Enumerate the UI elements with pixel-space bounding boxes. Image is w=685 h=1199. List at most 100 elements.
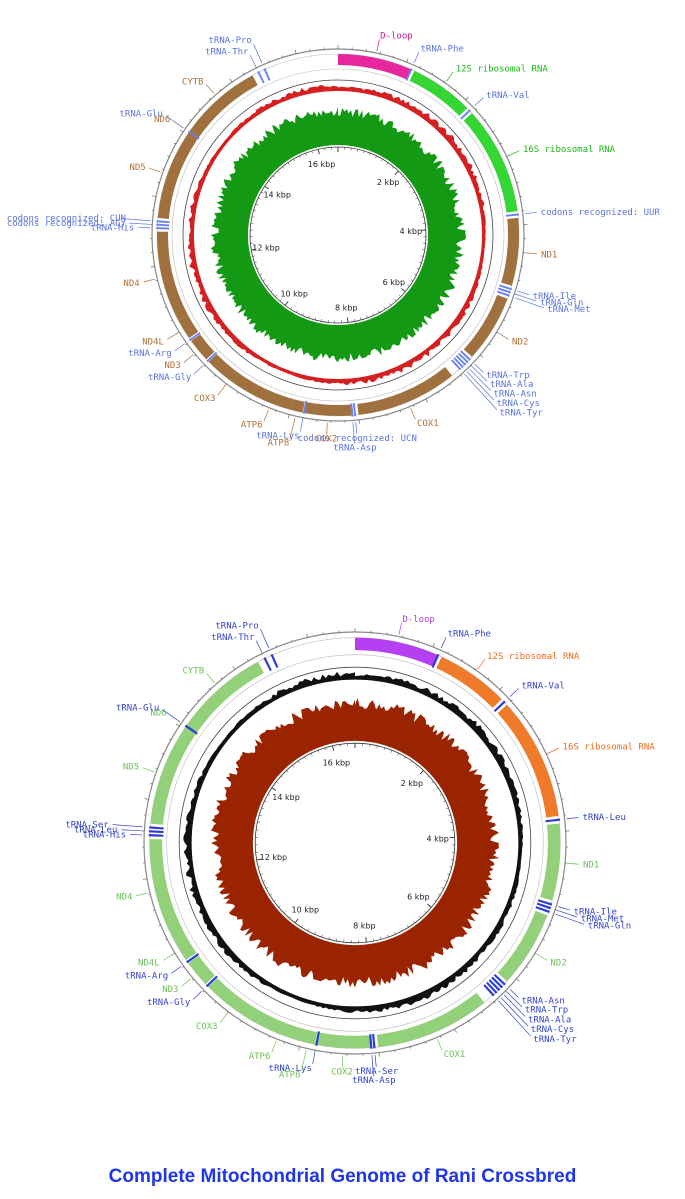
feature-label: tRNA-Gln (588, 922, 631, 932)
label-leader (509, 688, 519, 697)
label-leader (326, 422, 328, 435)
skew-ring (178, 666, 532, 1020)
feature-label: COX1 (444, 1050, 466, 1060)
outer-tick (287, 414, 290, 419)
scale-tick (258, 197, 261, 200)
feature-label: COX3 (196, 1022, 218, 1032)
scale-tick (297, 760, 300, 764)
scale-tick (375, 155, 377, 159)
feature-label: tRNA-Lys (256, 431, 299, 441)
scale-circle (254, 742, 456, 944)
gene-nd5 (157, 134, 197, 219)
outer-tick (208, 687, 211, 690)
scale-tick (259, 273, 263, 276)
gc-content-track (210, 698, 500, 988)
label-leader (271, 1040, 277, 1053)
feature-label: tRNA-Pro (215, 621, 258, 631)
outer-tick (255, 65, 257, 68)
label-leader (121, 829, 143, 832)
outer-tick (203, 365, 206, 367)
gene-nd4 (157, 231, 189, 321)
label-leader (503, 994, 526, 1017)
feature-label: CYTB (182, 667, 204, 677)
label-leader (174, 343, 185, 351)
trna-marker (186, 953, 200, 964)
outer-tick (261, 651, 263, 654)
label-leader (446, 71, 454, 82)
trna-marker (496, 290, 510, 297)
scale-tick (398, 294, 401, 297)
scale-tick (447, 873, 450, 875)
label-leader (165, 115, 184, 129)
outer-tick (493, 1001, 496, 1004)
outer-tick (474, 667, 477, 670)
gene-cox2 (316, 1032, 371, 1049)
outer-tick (208, 98, 211, 101)
scale-tick (251, 216, 255, 218)
scale-tick (260, 873, 263, 875)
scale-tick (252, 255, 256, 257)
outer-tick (406, 58, 409, 63)
trna-marker (263, 68, 271, 81)
trna-marker (493, 973, 506, 986)
scale-tick (324, 747, 327, 751)
scale-tick (437, 893, 441, 896)
scale-tick (276, 781, 279, 784)
gene-ring-inner (171, 68, 505, 402)
gene-nd5 (150, 729, 195, 825)
outer-tick (419, 65, 421, 68)
outer-tick (242, 72, 245, 75)
outer-tick (213, 374, 216, 377)
feature-label: tRNA-Asn (521, 996, 564, 1006)
outer-tick (158, 924, 161, 926)
scale-tick (412, 191, 415, 194)
label-leader (371, 1055, 374, 1077)
scale-tick (289, 916, 292, 919)
label-leader (300, 419, 303, 432)
scale-tick (286, 770, 289, 773)
scale-tick (378, 310, 380, 313)
outer-tick (236, 391, 239, 394)
scale-tick (287, 162, 290, 165)
feature-label: tRNA-Gly (148, 373, 192, 383)
scale-tick (266, 887, 269, 889)
scale-label: 16 kbp (323, 758, 351, 767)
feature-label: tRNA-Ala (490, 380, 533, 390)
scale-label: 6 kbp (407, 892, 429, 901)
scale-tick (261, 191, 264, 194)
outer-tick (150, 783, 153, 785)
skew-ring (182, 79, 494, 391)
outer-tick (274, 410, 277, 413)
scale-tick (290, 306, 293, 310)
trna-marker (149, 826, 164, 830)
label-leader (567, 862, 580, 865)
feature-label: ND4 (123, 279, 139, 289)
feature-label: ND6 (150, 709, 166, 719)
label-leader (249, 55, 256, 67)
feature-label: D-loop (380, 31, 413, 41)
outer-tick (169, 738, 172, 741)
scale-tick (264, 800, 267, 803)
label-leader (136, 892, 149, 897)
scale-tick (314, 931, 316, 935)
feature-label: tRNA-Arg (128, 349, 171, 359)
scale-tick (420, 255, 424, 257)
feature-label: tRNA-Ile (574, 907, 617, 917)
outer-tick (194, 354, 196, 357)
outer-tick (417, 639, 419, 642)
scale-tick (415, 197, 418, 200)
trna-marker (460, 350, 471, 361)
outer-tick (247, 659, 249, 662)
outer-tick (219, 88, 222, 91)
scale-tick (259, 814, 262, 816)
page-title: Complete Mitochondrial Genome of Rani Cr… (108, 1166, 577, 1187)
outer-tick (534, 952, 537, 955)
label-leader (525, 252, 538, 255)
outer-tick (503, 319, 506, 321)
feature-label: tRNA-Ser (65, 820, 109, 830)
scale-tick (269, 893, 273, 896)
scale-tick (299, 155, 301, 159)
label-leader (167, 332, 178, 340)
outer-tick (465, 96, 469, 101)
feature-label: tRNA-Ile (533, 292, 576, 302)
